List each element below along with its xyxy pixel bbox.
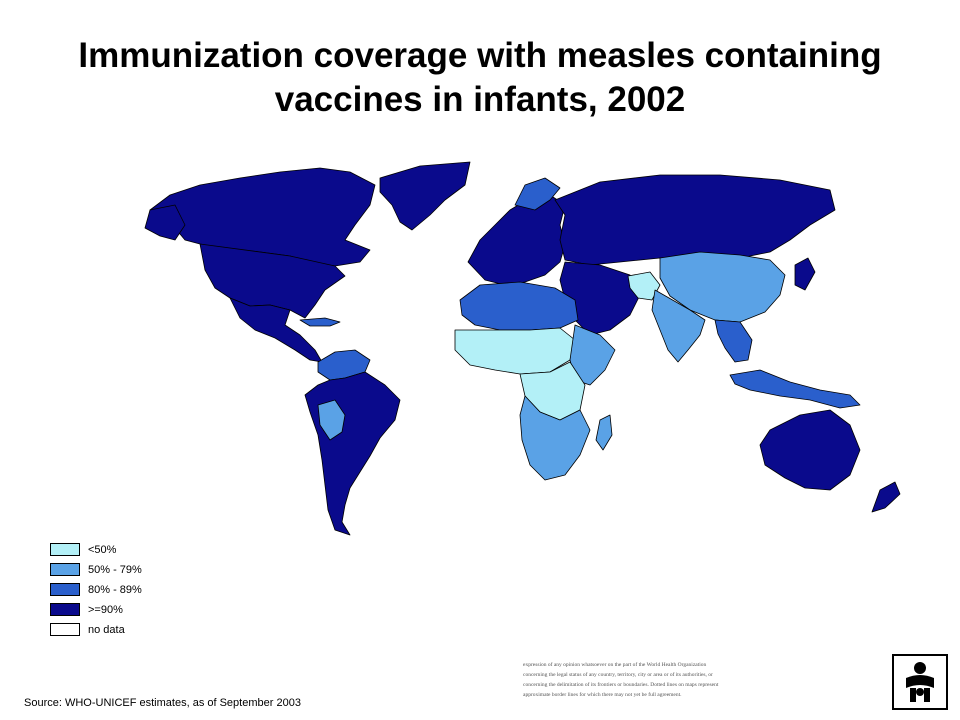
japan-region <box>794 257 816 291</box>
world-map <box>144 161 901 536</box>
who-logo-icon <box>892 654 948 710</box>
india-region <box>651 289 706 363</box>
legend: <50% 50% - 79% 80% - 89% >=90% no data <box>50 541 142 641</box>
legend-swatch <box>50 603 80 616</box>
disclaimer-line: approximate border lines for which there… <box>523 692 682 698</box>
mexico-region <box>229 297 323 363</box>
legend-item: no data <box>50 621 142 638</box>
legend-swatch <box>50 543 80 556</box>
legend-swatch <box>50 583 80 596</box>
legend-label: >=90% <box>88 603 123 616</box>
disclaimer-text: expression of any opinion whatsoever on … <box>523 660 823 700</box>
china-region <box>659 251 786 323</box>
usa-region <box>199 243 346 319</box>
legend-item: <50% <box>50 541 142 558</box>
afghanistan-region <box>627 271 661 301</box>
legend-swatch <box>50 623 80 636</box>
west-africa-region <box>454 327 576 375</box>
north-africa-region <box>459 281 579 331</box>
source-note: Source: WHO-UNICEF estimates, as of Sept… <box>24 697 301 709</box>
page-title: Immunization coverage with measles conta… <box>0 34 960 122</box>
title-line-1: Immunization coverage with measles conta… <box>78 36 882 75</box>
legend-label: no data <box>88 623 125 636</box>
southeast-asia-region <box>714 319 753 363</box>
south-america-region <box>304 371 401 536</box>
disclaimer-line: expression of any opinion whatsoever on … <box>523 662 707 668</box>
peru-bolivia-region <box>317 399 346 441</box>
alaska-region <box>144 204 186 241</box>
legend-swatch <box>50 563 80 576</box>
caribbean-region <box>299 317 341 327</box>
scandinavia-region <box>514 177 561 211</box>
europe-region <box>467 194 566 286</box>
indonesia-region <box>729 369 861 409</box>
russia-region <box>554 174 836 266</box>
greenland-region <box>379 161 471 231</box>
legend-item: 80% - 89% <box>50 581 142 598</box>
southern-africa-region <box>519 395 591 481</box>
australia-region <box>759 409 861 491</box>
disclaimer-line: concerning the delimitation of its front… <box>523 682 719 688</box>
legend-item: >=90% <box>50 601 142 618</box>
legend-label: <50% <box>88 543 117 556</box>
canada-region <box>149 167 376 267</box>
madagascar-region <box>595 414 613 451</box>
title-line-2: vaccines in infants, 2002 <box>274 80 686 119</box>
legend-item: 50% - 79% <box>50 561 142 578</box>
disclaimer-line: concerning the legal status of any count… <box>523 672 713 678</box>
legend-label: 80% - 89% <box>88 583 142 596</box>
new-zealand-region <box>871 481 901 513</box>
legend-label: 50% - 79% <box>88 563 142 576</box>
